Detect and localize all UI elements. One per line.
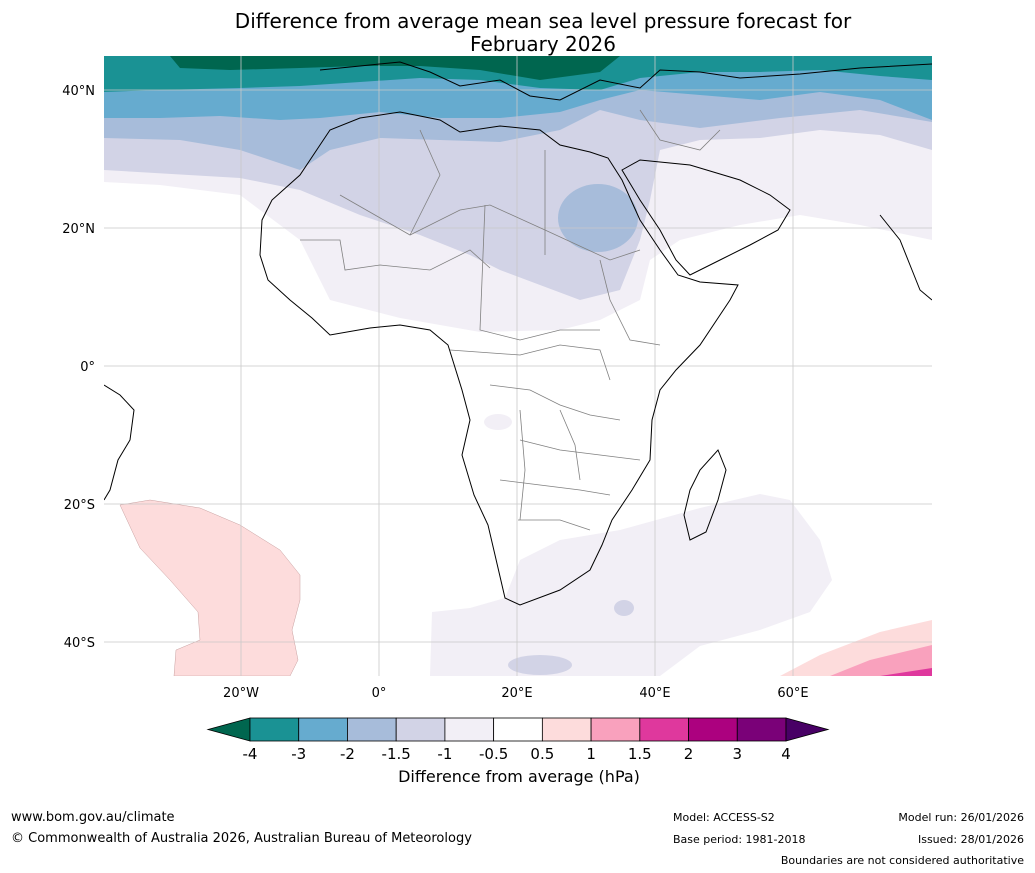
colorbar-tick-label: -2 [340,745,355,763]
south-minus-1-patch-2 [508,655,572,675]
latitude-labels: 40°N 20°N 0° 20°S 40°S [62,84,95,651]
angola-minus-0-5 [484,414,512,430]
colorbar-swatch [541,717,592,742]
colorbar-tick-label: 4 [781,745,791,763]
footer-base-period: Base period: 1981-2018 [673,833,806,846]
colorbar-tick-label: -0.5 [479,745,508,763]
lon-label: 0° [372,686,387,701]
colorbar-extend-high [785,717,830,742]
coastlines [104,61,932,606]
lat-label: 40°S [64,636,95,651]
colorbar-swatch [736,717,787,742]
mediterranean-coast [319,61,932,101]
south-america-coastline [104,384,135,501]
colorbar-swatch [493,717,543,742]
lat-label: 20°S [64,498,95,513]
lat-label: 0° [80,360,95,375]
blob-minus-1-5-sahara [558,184,638,252]
colorbar-extend-low [206,717,251,742]
lon-label: 40°E [639,686,670,701]
indian-plus-1 [830,645,932,676]
colorbar-swatch [688,717,738,742]
colorbar-tick-label: 0.5 [530,745,554,763]
colorbar-swatch [298,717,348,742]
madagascar-coastline [683,449,727,541]
colorbar-swatch [590,717,641,742]
lon-label: 60°E [777,686,808,701]
title-line-1: Difference from average mean sea level p… [234,9,852,33]
colorbar-tick-label: -1 [437,745,452,763]
colorbar-label: Difference from average (hPa) [398,767,640,786]
longitude-labels: 20°W 0° 20°E 40°E 60°E [223,686,809,701]
colorbar-tick-label: -3 [291,745,306,763]
africa-coastline [259,111,739,606]
colorbar-swatch [347,717,397,742]
colorbar-swatch [444,717,495,742]
country-boundaries [300,109,721,531]
south-minus-1-patch [614,600,634,616]
footer-model: Model: ACCESS-S2 [673,811,775,824]
graticule [104,56,932,676]
title-line-2: February 2026 [470,32,616,56]
colorbar-tick-label: -1.5 [382,745,411,763]
footer-model-run: Model run: 26/01/2026 [898,811,1024,824]
arabia-coastline [621,159,791,276]
south-minus-0-5 [430,494,832,676]
map-title: Difference from average mean sea level p… [0,10,1035,56]
colorbar-tick-label: 3 [732,745,742,763]
lon-label: 20°E [501,686,532,701]
colorbar-tick-label: 1 [586,745,596,763]
colorbar-swatch [639,717,689,742]
colorbar-ticks: -4 -3 -2 -1.5 -1 -0.5 0.5 1 1.5 2 3 4 [243,745,791,763]
footer-copyright: © Commonwealth of Australia 2026, Austra… [11,831,472,846]
band-minus-4 [170,56,620,80]
colorbar-swatch [249,717,300,742]
atlantic-plus-0-5 [119,499,301,676]
colorbar-tick-label: 1.5 [628,745,652,763]
colorbar-tick-label: 2 [684,745,694,763]
lat-label: 20°N [62,222,95,237]
colorbar [206,717,830,742]
colorbar-tick-label: -4 [243,745,258,763]
colorbar-swatch [395,717,446,742]
lat-label: 40°N [62,84,95,99]
footer-disclaimer: Boundaries are not considered authoritat… [780,854,1024,867]
footer-url: www.bom.gov.au/climate [11,810,175,825]
lon-label: 20°W [223,686,259,701]
india-coastline [879,214,932,301]
footer-issued: Issued: 28/01/2026 [917,833,1024,846]
anomaly-field [104,56,932,676]
indian-plus-1-5 [880,668,932,676]
